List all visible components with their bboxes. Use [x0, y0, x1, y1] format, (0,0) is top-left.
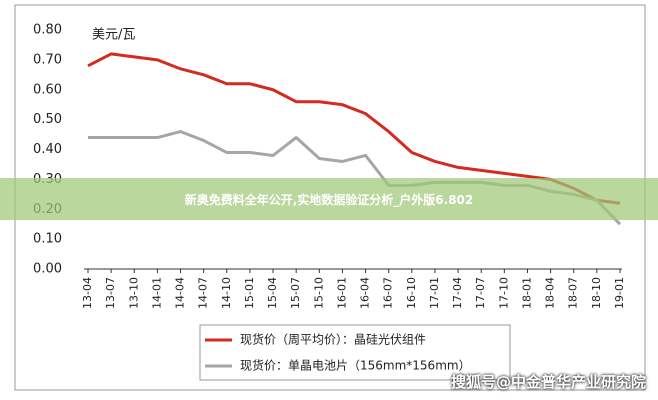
y-tick-label: 0.70 — [33, 52, 62, 67]
x-tick-label: 18-04 — [544, 277, 557, 309]
x-tick-label: 18-07 — [567, 277, 580, 309]
y-tick-label: 0.80 — [33, 23, 62, 38]
x-tick-label: 13-04 — [81, 277, 94, 309]
x-tick-label: 16-01 — [335, 277, 348, 309]
x-tick-label: 18-10 — [590, 277, 603, 309]
y-tick-label: 0.50 — [33, 112, 62, 127]
x-tick-label: 16-04 — [359, 277, 372, 309]
x-tick-label: 18-01 — [520, 277, 533, 309]
x-tick-label: 17-01 — [428, 277, 441, 309]
x-tick-label: 17-10 — [497, 277, 510, 309]
y-tick-label: 0.10 — [33, 232, 62, 247]
legend-frame — [199, 324, 511, 381]
x-tick-label: 15-04 — [266, 277, 279, 309]
x-tick-label: 15-07 — [289, 277, 302, 309]
x-tick-label: 13-07 — [104, 277, 117, 309]
y-axis-unit: 美元/瓦 — [92, 28, 135, 43]
legend-label: 现货价（周平均价）：晶硅光伏组件 — [240, 332, 426, 347]
x-tick-label: 19-01 — [613, 277, 626, 309]
x-tick-label: 14-01 — [150, 277, 163, 309]
series-line — [87, 52, 621, 205]
x-tick-label: 13-10 — [127, 277, 140, 309]
y-tick-label: 0.40 — [33, 142, 62, 157]
banner: 新奥免费料全年公开,实地数据验证分析_户外版6.802 — [0, 178, 658, 220]
x-tick-label: 16-07 — [382, 277, 395, 309]
legend-label: 现货价：单晶电池片（156mm*156mm） — [240, 358, 471, 373]
x-tick-label: 17-07 — [474, 277, 487, 309]
x-tick-label: 17-04 — [451, 277, 464, 309]
x-tick-label: 14-10 — [220, 277, 233, 309]
y-tick-label: 0.60 — [33, 82, 62, 97]
x-tick-label: 15-10 — [312, 277, 325, 309]
x-tick-label: 14-04 — [174, 277, 187, 309]
x-tick-label: 14-07 — [197, 277, 210, 309]
x-tick-label: 16-10 — [405, 277, 418, 309]
y-tick-label: 0.00 — [33, 262, 62, 277]
watermark: 搜狐号@中金普华产业研究院 — [450, 373, 646, 391]
x-tick-label: 15-01 — [243, 277, 256, 309]
